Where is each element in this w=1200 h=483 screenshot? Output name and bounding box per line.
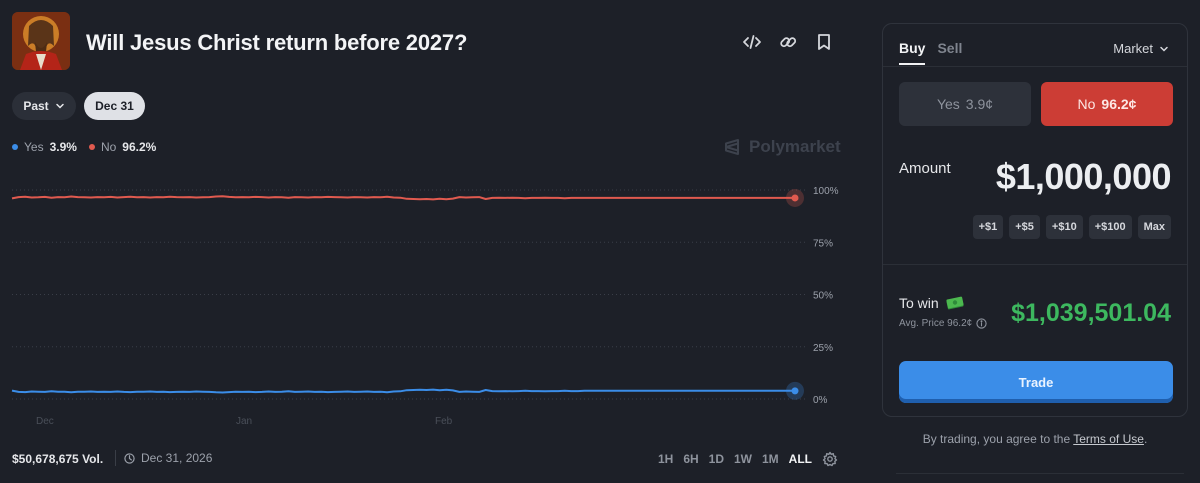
chevron-down-icon bbox=[55, 103, 64, 109]
amount-input[interactable]: $1,000,000 bbox=[995, 156, 1172, 197]
trade-tabs: Buy Sell bbox=[899, 40, 962, 65]
link-icon[interactable] bbox=[778, 32, 798, 52]
add-10-button[interactable]: +$10 bbox=[1045, 215, 1083, 239]
range-all[interactable]: ALL bbox=[788, 452, 812, 466]
x-tick-label: Feb bbox=[435, 416, 453, 427]
legend-no-name: No bbox=[100, 140, 117, 154]
add-100-button[interactable]: +$100 bbox=[1088, 215, 1132, 239]
legend-dot-no bbox=[88, 144, 95, 150]
past-label: Past bbox=[23, 99, 49, 113]
past-dropdown[interactable]: Past bbox=[12, 92, 76, 120]
range-1d[interactable]: 1D bbox=[708, 452, 724, 466]
outcome-yes-button[interactable]: Yes 3.9¢ bbox=[899, 82, 1031, 126]
to-win-label: To win bbox=[899, 295, 965, 311]
chart-legend: Yes 3.9% No 96.2% bbox=[12, 140, 156, 154]
price-history-chart[interactable]: 100% 75% 50% 25% 0% Dec Jan Feb bbox=[0, 170, 860, 440]
tabs-divider bbox=[883, 66, 1187, 67]
amount-label: Amount bbox=[899, 160, 951, 177]
to-win-value: $1,039,501.04 bbox=[1011, 299, 1171, 327]
range-1h[interactable]: 1H bbox=[657, 452, 674, 466]
legend-item-no: No 96.2% bbox=[88, 140, 157, 154]
range-6h[interactable]: 6H bbox=[683, 452, 699, 466]
money-icon bbox=[946, 296, 964, 310]
bottom-divider bbox=[896, 473, 1184, 474]
series-end-point-no bbox=[791, 194, 799, 202]
legend-yes-value: 3.9% bbox=[49, 140, 77, 154]
add-1-button[interactable]: +$1 bbox=[972, 215, 1004, 239]
order-type-label: Market bbox=[1113, 41, 1153, 56]
outcome-yes-price: 3.9¢ bbox=[965, 96, 994, 112]
terms-of-use-link[interactable]: Terms of Use bbox=[1073, 432, 1144, 446]
date-filter-dec-31[interactable]: Dec 31 bbox=[84, 92, 145, 120]
avg-price-text: Avg. Price 96.2¢ bbox=[899, 318, 973, 329]
tab-buy[interactable]: Buy bbox=[899, 40, 926, 65]
amount-divider bbox=[883, 264, 1187, 265]
tab-sell[interactable]: Sell bbox=[937, 40, 963, 56]
polymarket-watermark: Polymarket bbox=[722, 137, 841, 157]
legend-no-value: 96.2% bbox=[122, 140, 157, 154]
end-date: Dec 31, 2026 bbox=[124, 451, 212, 465]
footer-divider bbox=[115, 450, 116, 466]
order-type-dropdown[interactable]: Market bbox=[1113, 41, 1169, 56]
trade-panel: Buy Sell Market Yes 3.9¢ No 96.2¢ Amount… bbox=[882, 23, 1188, 417]
range-1m[interactable]: 1M bbox=[762, 452, 779, 466]
range-1w[interactable]: 1W bbox=[734, 452, 752, 466]
gear-icon[interactable] bbox=[822, 451, 838, 467]
terms-notice: By trading, you agree to the Terms of Us… bbox=[882, 432, 1188, 446]
volume-text: $50,678,675 Vol. bbox=[12, 452, 104, 466]
add-5-button[interactable]: +$5 bbox=[1009, 215, 1040, 239]
outcome-no-button[interactable]: No 96.2¢ bbox=[1041, 82, 1173, 126]
series-end-point-yes bbox=[791, 387, 799, 395]
x-tick-label: Dec bbox=[36, 416, 54, 427]
terms-prefix: By trading, you agree to the bbox=[922, 432, 1074, 446]
to-win-text: To win bbox=[899, 295, 939, 311]
code-icon[interactable] bbox=[742, 32, 762, 52]
chevron-down-icon bbox=[1160, 46, 1168, 52]
amount-quick-add: +$1 +$5 +$10 +$100 Max bbox=[972, 215, 1171, 239]
avg-price: Avg. Price 96.2¢ bbox=[899, 318, 987, 329]
series-line-no bbox=[11, 195, 795, 201]
y-tick-label: 50% bbox=[813, 291, 833, 302]
bookmark-icon[interactable] bbox=[814, 32, 834, 52]
time-range-selector: 1H 6H 1D 1W 1M ALL bbox=[658, 451, 838, 467]
clock-icon bbox=[124, 452, 135, 464]
end-date-text: Dec 31, 2026 bbox=[141, 451, 213, 465]
max-button[interactable]: Max bbox=[1137, 215, 1171, 239]
info-icon[interactable] bbox=[976, 318, 987, 329]
trade-button[interactable]: Trade bbox=[899, 361, 1173, 403]
watermark-text: Polymarket bbox=[749, 137, 841, 156]
legend-dot-yes bbox=[12, 144, 18, 150]
terms-suffix: . bbox=[1143, 432, 1148, 446]
outcome-no-price: 96.2¢ bbox=[1101, 96, 1137, 112]
date-filter-label: Dec 31 bbox=[95, 99, 134, 113]
polymarket-logo-icon bbox=[725, 139, 739, 155]
outcome-yes-label: Yes bbox=[936, 96, 960, 112]
market-title: Will Jesus Christ return before 2027? bbox=[86, 30, 468, 55]
market-image bbox=[12, 12, 70, 70]
y-tick-label: 100% bbox=[813, 186, 839, 197]
outcome-no-label: No bbox=[1077, 96, 1096, 112]
series-line-yes bbox=[11, 388, 795, 394]
x-tick-label: Jan bbox=[236, 416, 252, 427]
y-tick-label: 0% bbox=[813, 395, 828, 406]
legend-yes-name: Yes bbox=[24, 140, 44, 154]
legend-item-yes: Yes 3.9% bbox=[12, 140, 77, 154]
y-tick-label: 25% bbox=[813, 343, 833, 354]
y-tick-label: 75% bbox=[813, 238, 833, 249]
